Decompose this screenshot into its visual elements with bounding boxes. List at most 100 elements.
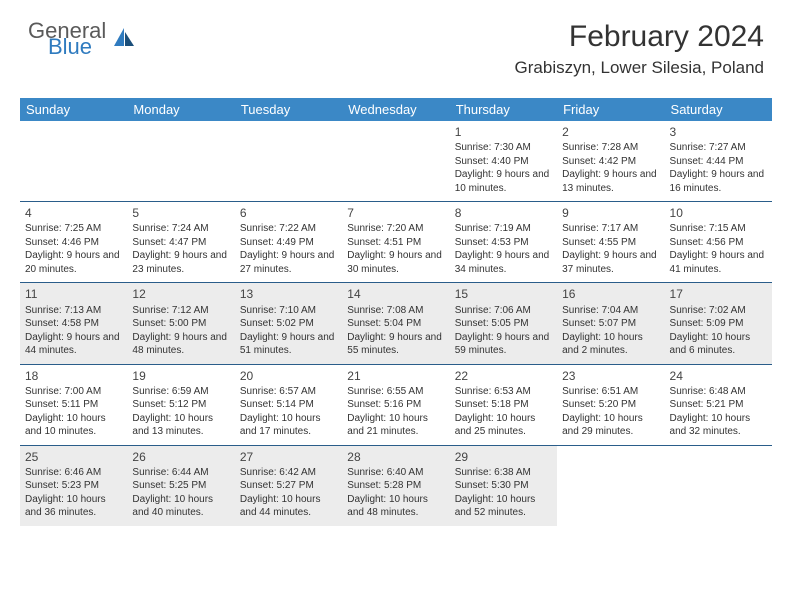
sunrise-text: Sunrise: 6:55 AM (347, 385, 444, 399)
daylight-text: Daylight: 10 hours and 29 minutes. (562, 412, 659, 439)
week-row: 11Sunrise: 7:13 AMSunset: 4:58 PMDayligh… (20, 283, 772, 364)
sunrise-text: Sunrise: 6:53 AM (455, 385, 552, 399)
day-number: 27 (240, 449, 337, 465)
sunrise-text: Sunrise: 6:48 AM (670, 385, 767, 399)
day-header: Sunday (20, 98, 127, 121)
sunrise-text: Sunrise: 7:24 AM (132, 222, 229, 236)
day-number: 5 (132, 205, 229, 221)
sunset-text: Sunset: 4:55 PM (562, 236, 659, 250)
day-cell: 5Sunrise: 7:24 AMSunset: 4:47 PMDaylight… (127, 202, 234, 283)
day-cell: 14Sunrise: 7:08 AMSunset: 5:04 PMDayligh… (342, 283, 449, 364)
sunset-text: Sunset: 4:56 PM (670, 236, 767, 250)
sail-icon (112, 26, 136, 53)
daylight-text: Daylight: 9 hours and 10 minutes. (455, 168, 552, 195)
sunrise-text: Sunrise: 6:38 AM (455, 466, 552, 480)
day-cell: 15Sunrise: 7:06 AMSunset: 5:05 PMDayligh… (450, 283, 557, 364)
daylight-text: Daylight: 9 hours and 13 minutes. (562, 168, 659, 195)
day-number: 25 (25, 449, 122, 465)
day-header-row: SundayMondayTuesdayWednesdayThursdayFrid… (20, 98, 772, 121)
daylight-text: Daylight: 9 hours and 48 minutes. (132, 331, 229, 358)
sunrise-text: Sunrise: 7:20 AM (347, 222, 444, 236)
daylight-text: Daylight: 10 hours and 6 minutes. (670, 331, 767, 358)
sunrise-text: Sunrise: 6:59 AM (132, 385, 229, 399)
day-cell: 2Sunrise: 7:28 AMSunset: 4:42 PMDaylight… (557, 121, 664, 202)
daylight-text: Daylight: 9 hours and 16 minutes. (670, 168, 767, 195)
sunset-text: Sunset: 4:46 PM (25, 236, 122, 250)
day-cell: 17Sunrise: 7:02 AMSunset: 5:09 PMDayligh… (665, 283, 772, 364)
day-number: 24 (670, 368, 767, 384)
daylight-text: Daylight: 10 hours and 36 minutes. (25, 493, 122, 520)
sunset-text: Sunset: 5:21 PM (670, 398, 767, 412)
day-cell: 1Sunrise: 7:30 AMSunset: 4:40 PMDaylight… (450, 121, 557, 202)
sunrise-text: Sunrise: 6:57 AM (240, 385, 337, 399)
daylight-text: Daylight: 10 hours and 52 minutes. (455, 493, 552, 520)
sunset-text: Sunset: 5:20 PM (562, 398, 659, 412)
sunset-text: Sunset: 5:05 PM (455, 317, 552, 331)
day-number: 9 (562, 205, 659, 221)
daylight-text: Daylight: 10 hours and 10 minutes. (25, 412, 122, 439)
day-header: Wednesday (342, 98, 449, 121)
day-cell: 16Sunrise: 7:04 AMSunset: 5:07 PMDayligh… (557, 283, 664, 364)
day-cell: 21Sunrise: 6:55 AMSunset: 5:16 PMDayligh… (342, 364, 449, 445)
daylight-text: Daylight: 10 hours and 2 minutes. (562, 331, 659, 358)
day-cell: 18Sunrise: 7:00 AMSunset: 5:11 PMDayligh… (20, 364, 127, 445)
day-header: Friday (557, 98, 664, 121)
day-number: 21 (347, 368, 444, 384)
empty-cell (20, 121, 127, 202)
sunset-text: Sunset: 4:47 PM (132, 236, 229, 250)
calendar-table: SundayMondayTuesdayWednesdayThursdayFrid… (20, 98, 772, 526)
week-row: 4Sunrise: 7:25 AMSunset: 4:46 PMDaylight… (20, 202, 772, 283)
day-number: 12 (132, 286, 229, 302)
month-title: February 2024 (515, 20, 764, 54)
sunrise-text: Sunrise: 7:19 AM (455, 222, 552, 236)
sunset-text: Sunset: 5:27 PM (240, 479, 337, 493)
day-cell: 26Sunrise: 6:44 AMSunset: 5:25 PMDayligh… (127, 445, 234, 526)
title-block: February 2024 Grabiszyn, Lower Silesia, … (515, 20, 764, 78)
sunset-text: Sunset: 5:02 PM (240, 317, 337, 331)
sunrise-text: Sunrise: 6:46 AM (25, 466, 122, 480)
day-cell: 27Sunrise: 6:42 AMSunset: 5:27 PMDayligh… (235, 445, 342, 526)
sunset-text: Sunset: 5:30 PM (455, 479, 552, 493)
day-cell: 24Sunrise: 6:48 AMSunset: 5:21 PMDayligh… (665, 364, 772, 445)
sunset-text: Sunset: 4:53 PM (455, 236, 552, 250)
day-cell: 19Sunrise: 6:59 AMSunset: 5:12 PMDayligh… (127, 364, 234, 445)
day-number: 6 (240, 205, 337, 221)
sunrise-text: Sunrise: 7:15 AM (670, 222, 767, 236)
day-number: 19 (132, 368, 229, 384)
daylight-text: Daylight: 9 hours and 44 minutes. (25, 331, 122, 358)
sunrise-text: Sunrise: 7:12 AM (132, 304, 229, 318)
sunrise-text: Sunrise: 7:06 AM (455, 304, 552, 318)
sunset-text: Sunset: 4:44 PM (670, 155, 767, 169)
day-header: Saturday (665, 98, 772, 121)
day-number: 4 (25, 205, 122, 221)
empty-cell (342, 121, 449, 202)
sunrise-text: Sunrise: 6:40 AM (347, 466, 444, 480)
day-cell: 9Sunrise: 7:17 AMSunset: 4:55 PMDaylight… (557, 202, 664, 283)
daylight-text: Daylight: 10 hours and 40 minutes. (132, 493, 229, 520)
day-cell: 20Sunrise: 6:57 AMSunset: 5:14 PMDayligh… (235, 364, 342, 445)
logo: General Blue (28, 20, 136, 58)
day-number: 11 (25, 286, 122, 302)
day-number: 18 (25, 368, 122, 384)
day-cell: 25Sunrise: 6:46 AMSunset: 5:23 PMDayligh… (20, 445, 127, 526)
day-cell: 6Sunrise: 7:22 AMSunset: 4:49 PMDaylight… (235, 202, 342, 283)
sunset-text: Sunset: 5:23 PM (25, 479, 122, 493)
day-number: 1 (455, 124, 552, 140)
day-cell: 23Sunrise: 6:51 AMSunset: 5:20 PMDayligh… (557, 364, 664, 445)
day-cell: 4Sunrise: 7:25 AMSunset: 4:46 PMDaylight… (20, 202, 127, 283)
sunset-text: Sunset: 4:40 PM (455, 155, 552, 169)
day-number: 26 (132, 449, 229, 465)
daylight-text: Daylight: 10 hours and 25 minutes. (455, 412, 552, 439)
sunrise-text: Sunrise: 7:04 AM (562, 304, 659, 318)
daylight-text: Daylight: 10 hours and 48 minutes. (347, 493, 444, 520)
sunset-text: Sunset: 4:51 PM (347, 236, 444, 250)
sunset-text: Sunset: 5:14 PM (240, 398, 337, 412)
sunrise-text: Sunrise: 6:42 AM (240, 466, 337, 480)
empty-cell (127, 121, 234, 202)
daylight-text: Daylight: 9 hours and 20 minutes. (25, 249, 122, 276)
sunrise-text: Sunrise: 6:51 AM (562, 385, 659, 399)
daylight-text: Daylight: 10 hours and 13 minutes. (132, 412, 229, 439)
day-cell: 11Sunrise: 7:13 AMSunset: 4:58 PMDayligh… (20, 283, 127, 364)
daylight-text: Daylight: 10 hours and 44 minutes. (240, 493, 337, 520)
day-cell: 28Sunrise: 6:40 AMSunset: 5:28 PMDayligh… (342, 445, 449, 526)
